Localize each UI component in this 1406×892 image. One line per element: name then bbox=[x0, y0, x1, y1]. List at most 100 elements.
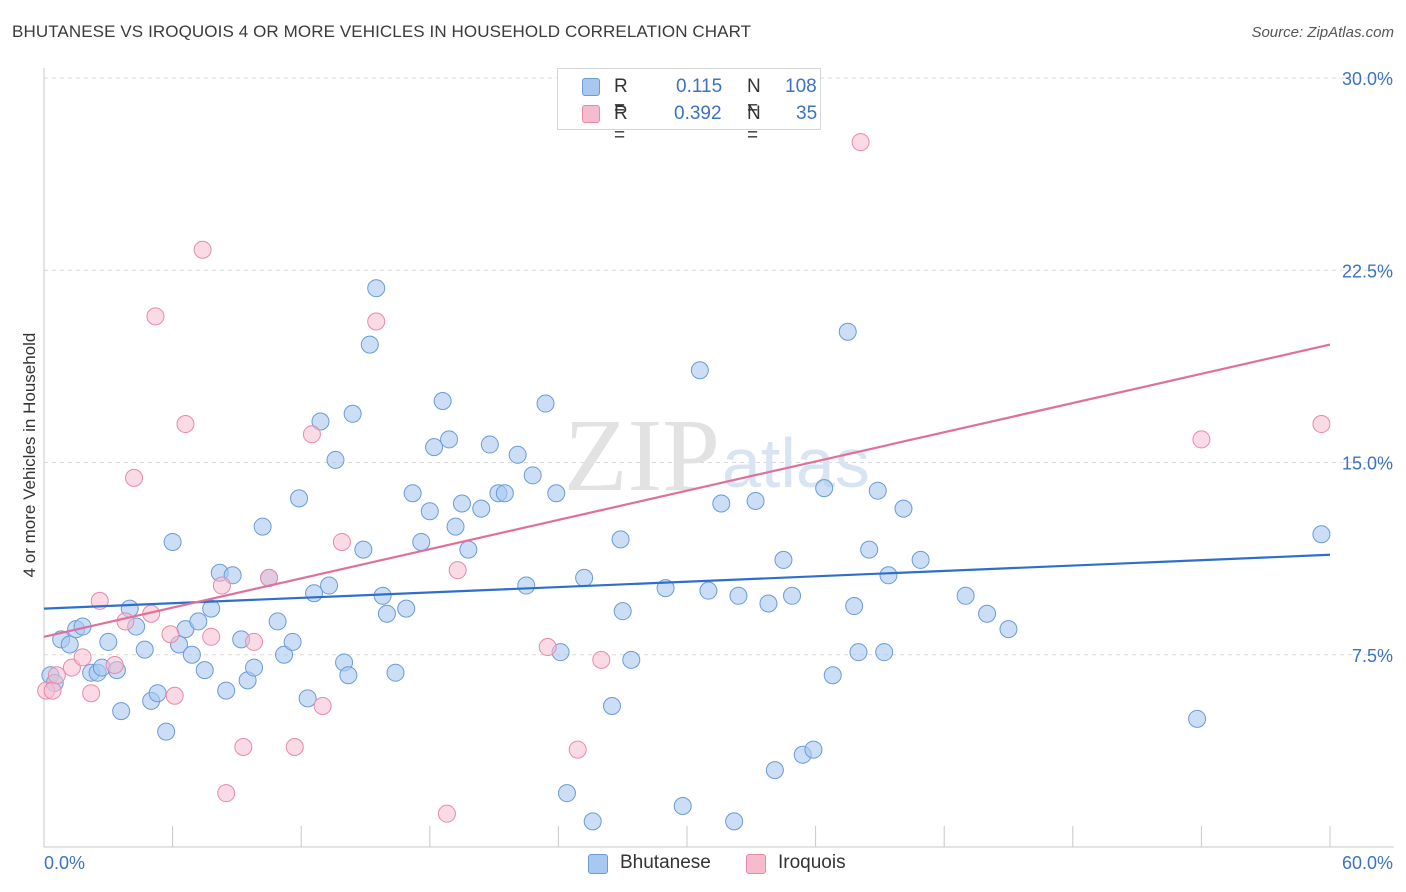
iroquois-point bbox=[313, 697, 332, 716]
iroquois-point bbox=[47, 666, 66, 685]
axes bbox=[43, 68, 1394, 848]
trend-lines bbox=[43, 343, 1331, 638]
bhutanese-point bbox=[536, 394, 555, 413]
bhutanese-point bbox=[377, 604, 396, 623]
iroquois-point bbox=[245, 632, 264, 651]
bhutanese-point bbox=[112, 702, 131, 721]
bhutanese-point bbox=[845, 597, 864, 616]
iroquois-swatch bbox=[582, 105, 600, 123]
bhutanese-point bbox=[712, 494, 731, 513]
iroquois-point bbox=[82, 684, 101, 703]
y-tick-label: 22.5% bbox=[1342, 261, 1393, 281]
bhutanese-point bbox=[1188, 709, 1207, 728]
bhutanese-point bbox=[699, 581, 718, 600]
bhutanese-point bbox=[783, 586, 802, 605]
iroquois-trend-line bbox=[43, 343, 1331, 638]
iroquois-point bbox=[212, 576, 231, 595]
bhutanese-point bbox=[202, 599, 221, 618]
iroquois-point bbox=[851, 133, 870, 152]
bhutanese-point bbox=[433, 391, 452, 410]
bhutanese-point bbox=[894, 499, 913, 518]
x-tick-label: 0.0% bbox=[44, 853, 85, 873]
bhutanese-point bbox=[673, 796, 692, 815]
bhutanese-point bbox=[613, 602, 632, 621]
iroquois-point bbox=[43, 681, 62, 700]
bhutanese-point bbox=[557, 784, 576, 803]
bhutanese-point bbox=[135, 640, 154, 659]
bhutanese-point bbox=[523, 466, 542, 485]
bhutanese-point bbox=[849, 643, 868, 662]
iroquois-legend-swatch bbox=[746, 854, 766, 874]
correlation-legend: R = 0.115 N = 108 R = 0.392 N = 35 bbox=[557, 68, 821, 146]
y-tick-label: 15.0% bbox=[1342, 454, 1393, 474]
r-value: 0.392 bbox=[674, 103, 722, 124]
bhutanese-point bbox=[298, 689, 317, 708]
bhutanese-point bbox=[547, 484, 566, 503]
y-tick-label: 7.5% bbox=[1352, 646, 1393, 666]
iroquois-point bbox=[367, 312, 386, 331]
iroquois-point bbox=[73, 648, 92, 667]
bhutanese-point bbox=[999, 620, 1018, 639]
bhutanese-point bbox=[472, 499, 491, 518]
bhutanese-point bbox=[875, 643, 894, 662]
bhutanese-legend-label: Bhutanese bbox=[620, 852, 711, 873]
bhutanese-point bbox=[774, 550, 793, 569]
bhutanese-legend-swatch bbox=[588, 854, 608, 874]
bhutanese-point bbox=[326, 450, 345, 469]
bhutanese-point bbox=[343, 404, 362, 423]
bhutanese-point bbox=[879, 566, 898, 585]
bhutanese-point bbox=[860, 540, 879, 559]
bhutanese-point bbox=[459, 540, 478, 559]
bhutanese-trend-line bbox=[43, 553, 1331, 610]
iroquois-point bbox=[165, 686, 184, 705]
bhutanese-point bbox=[725, 812, 744, 831]
bhutanese-point bbox=[978, 604, 997, 623]
iroquois-point bbox=[538, 638, 557, 657]
bhutanese-point bbox=[283, 632, 302, 651]
bhutanese-point bbox=[1312, 525, 1331, 544]
iroquois-point bbox=[116, 612, 135, 631]
bhutanese-point bbox=[367, 279, 386, 298]
bhutanese-point bbox=[373, 586, 392, 605]
bhutanese-point bbox=[157, 722, 176, 741]
n-value: 108 bbox=[785, 76, 817, 97]
iroquois-point bbox=[332, 532, 351, 551]
bhutanese-point bbox=[403, 484, 422, 503]
bhutanese-point bbox=[495, 484, 514, 503]
bhutanese-point bbox=[245, 658, 264, 677]
bhutanese-point bbox=[148, 684, 167, 703]
bhutanese-point bbox=[320, 576, 339, 595]
bhutanese-point bbox=[602, 697, 621, 716]
bhutanese-point bbox=[815, 479, 834, 498]
bhutanese-point bbox=[268, 612, 287, 631]
r-label: R = bbox=[614, 76, 628, 119]
bhutanese-point bbox=[690, 361, 709, 380]
iroquois-point bbox=[161, 625, 180, 644]
iroquois-point bbox=[437, 804, 456, 823]
iroquois-point bbox=[234, 738, 253, 757]
bhutanese-point bbox=[275, 645, 294, 664]
bhutanese-point bbox=[290, 489, 309, 508]
iroquois-point bbox=[176, 415, 195, 434]
iroquois-point bbox=[302, 425, 321, 444]
bhutanese-point bbox=[838, 322, 857, 341]
bhutanese-point bbox=[420, 502, 439, 521]
bhutanese-point bbox=[189, 612, 208, 631]
bhutanese-point bbox=[765, 761, 784, 780]
bhutanese-point bbox=[746, 491, 765, 510]
bhutanese-point bbox=[354, 540, 373, 559]
watermark-zip: ZIP bbox=[564, 398, 720, 513]
bhutanese-swatch bbox=[582, 78, 600, 96]
bhutanese-point bbox=[729, 586, 748, 605]
bhutanese-point bbox=[397, 599, 416, 618]
source-label: Source: ZipAtlas.com bbox=[1251, 24, 1394, 41]
bhutanese-point bbox=[446, 517, 465, 536]
bhutanese-point bbox=[425, 438, 444, 457]
bhutanese-point bbox=[575, 568, 594, 587]
bhutanese-point bbox=[480, 435, 499, 454]
bhutanese-point bbox=[217, 681, 236, 700]
n-value: 35 bbox=[796, 103, 818, 124]
iroquois-point bbox=[146, 307, 165, 326]
y-tick-label: 30.0% bbox=[1342, 69, 1393, 89]
